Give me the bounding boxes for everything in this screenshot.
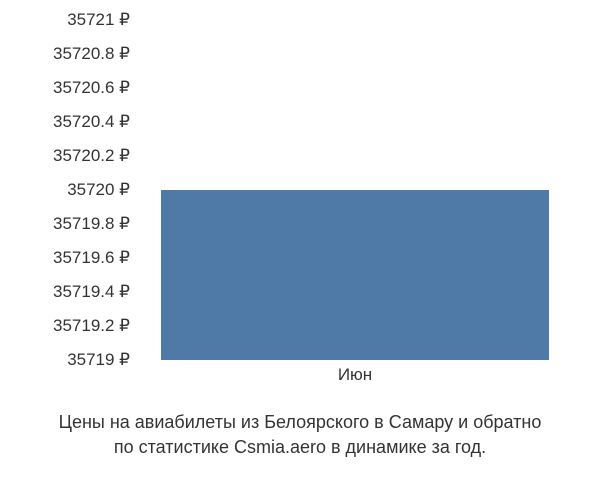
y-tick-label: 35719.8 ₽ [53, 214, 130, 234]
y-tick-label: 35720.6 ₽ [53, 78, 130, 98]
x-tick-label: Июн [338, 365, 372, 385]
chart-caption: Цены на авиабилеты из Белоярского в Сама… [30, 410, 570, 460]
x-axis: Июн [135, 365, 575, 395]
y-tick-label: 35721 ₽ [67, 10, 130, 30]
y-tick-label: 35720.4 ₽ [53, 112, 130, 132]
y-tick-label: 35719 ₽ [67, 350, 130, 370]
y-tick-label: 35719.2 ₽ [53, 316, 130, 336]
plot-area [135, 20, 575, 360]
caption-line-2: по статистике Csmia.aero в динамике за г… [114, 437, 486, 457]
y-tick-label: 35720.2 ₽ [53, 146, 130, 166]
y-tick-label: 35719.4 ₽ [53, 282, 130, 302]
y-tick-label: 35719.6 ₽ [53, 248, 130, 268]
price-chart: 35721 ₽35720.8 ₽35720.6 ₽35720.4 ₽35720.… [20, 20, 580, 380]
bar [161, 190, 548, 360]
y-tick-label: 35720 ₽ [67, 180, 130, 200]
y-tick-label: 35720.8 ₽ [53, 44, 130, 64]
caption-line-1: Цены на авиабилеты из Белоярского в Сама… [59, 412, 542, 432]
y-axis: 35721 ₽35720.8 ₽35720.6 ₽35720.4 ₽35720.… [20, 20, 130, 360]
